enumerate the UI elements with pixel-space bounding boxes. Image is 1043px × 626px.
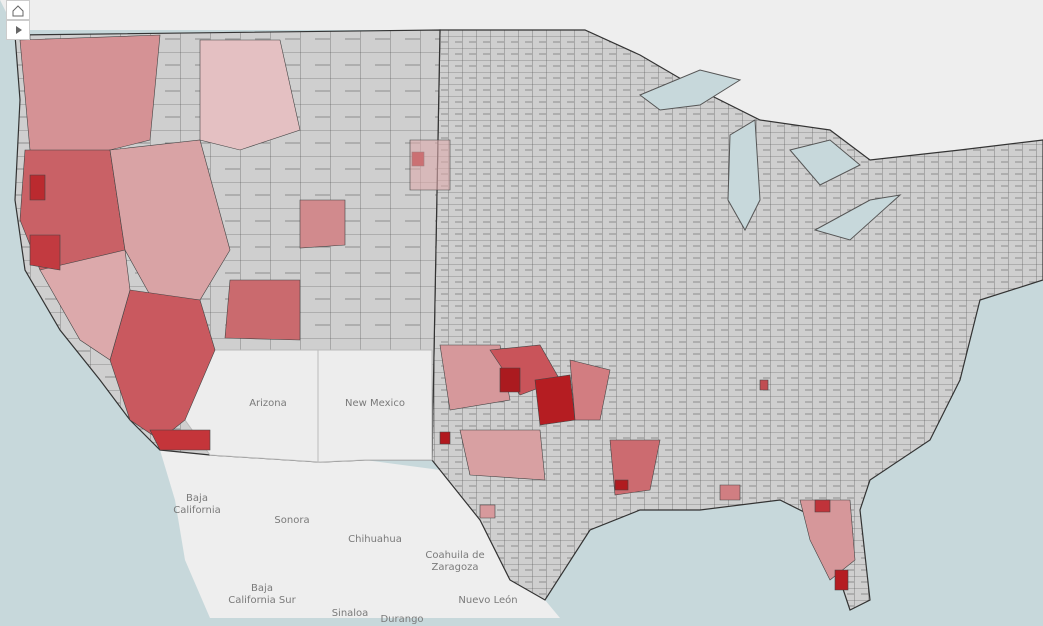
- play-button[interactable]: [6, 20, 30, 40]
- home-icon: [12, 5, 24, 17]
- lake: [727, 119, 761, 232]
- place-label: New Mexico: [345, 398, 405, 409]
- place-label: Baja California Sur: [228, 583, 296, 606]
- no-data-region: [184, 349, 433, 463]
- usa-east: [431, 29, 1043, 611]
- place-label: Durango: [380, 614, 424, 625]
- lake: [789, 139, 861, 186]
- play-icon: [16, 26, 22, 34]
- place-label: Nuevo León: [458, 595, 518, 606]
- place-label: Baja California: [173, 493, 221, 516]
- place-label: Arizona: [249, 398, 287, 409]
- place-label: Sonora: [274, 515, 310, 526]
- place-label: Chihuahua: [348, 534, 402, 545]
- lake: [639, 69, 742, 111]
- land: [0, 0, 1043, 160]
- land: [160, 450, 560, 618]
- place-label: Coahuila de Zaragoza: [425, 550, 485, 573]
- place-label: Sinaloa: [331, 608, 369, 619]
- shaded-counties: [19, 34, 856, 591]
- home-button[interactable]: [6, 0, 30, 20]
- lake: [813, 194, 902, 241]
